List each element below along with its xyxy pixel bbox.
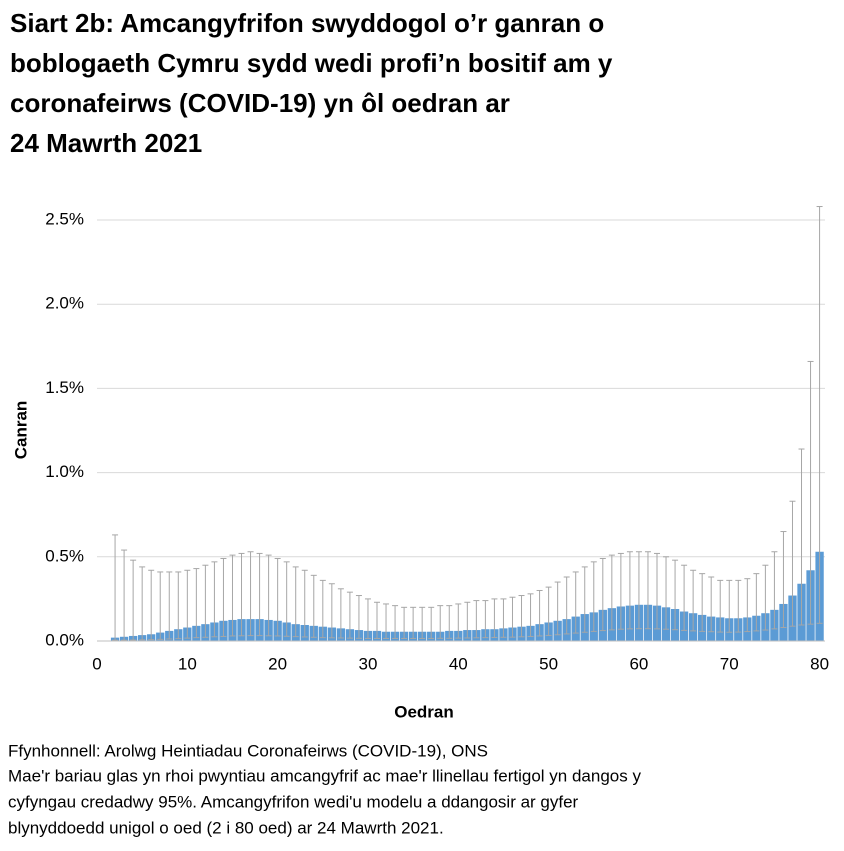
note: blynyddoedd unigol o oed (2 i 80 oed) ar… (8, 818, 444, 837)
chart-title: Siart 2b: Amcangyfrifon swyddogol o’r ga… (10, 8, 604, 38)
x-tick-label: 0 (92, 654, 101, 673)
source: Ffynhonnell: Arolwg Heintiadau Coronafei… (8, 741, 488, 760)
y-tick-label: 2.0% (45, 294, 84, 313)
y-tick-label: 2.5% (45, 209, 84, 228)
x-tick-label: 70 (720, 654, 739, 673)
y-tick-label: 0.0% (45, 630, 84, 649)
x-tick-label: 60 (629, 654, 648, 673)
y-tick-label: 1.5% (45, 378, 84, 397)
y-tick-label: 0.5% (45, 546, 84, 565)
chart-title: coronafeirws (COVID-19) yn ôl oedran ar (10, 88, 510, 118)
y-axis-label: Canran (11, 401, 30, 460)
x-tick-label: 50 (539, 654, 558, 673)
note: Mae'r bariau glas yn rhoi pwyntiau amcan… (8, 766, 641, 785)
note: cyfyngau credadwy 95%. Amcangyfrifon wed… (8, 792, 579, 811)
y-tick-label: 1.0% (45, 462, 84, 481)
x-tick-label: 30 (359, 654, 378, 673)
x-tick-label: 10 (178, 654, 197, 673)
chart-title: 24 Mawrth 2021 (10, 128, 202, 158)
x-tick-label: 20 (268, 654, 287, 673)
x-tick-label: 80 (810, 654, 829, 673)
x-tick-label: 40 (449, 654, 468, 673)
x-axis-label: Oedran (394, 702, 454, 721)
chart-title: boblogaeth Cymru sydd wedi profi’n bosit… (10, 48, 613, 78)
